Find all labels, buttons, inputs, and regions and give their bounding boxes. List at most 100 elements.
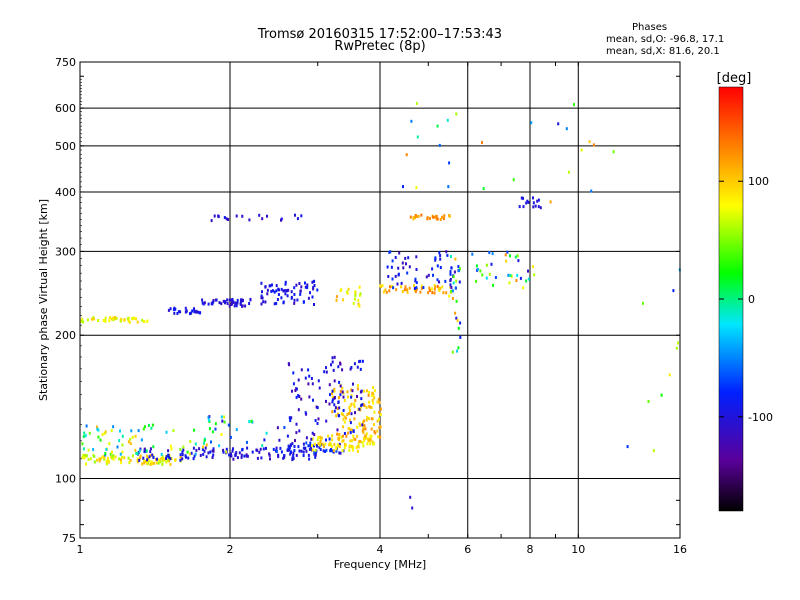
data-point (131, 317, 134, 321)
data-point (413, 288, 416, 292)
data-point (176, 312, 179, 315)
data-point (422, 286, 425, 289)
data-point (148, 459, 151, 463)
data-point (536, 199, 539, 203)
data-point (359, 359, 362, 363)
data-point (398, 251, 401, 255)
data-point (246, 454, 249, 458)
data-point (134, 434, 137, 438)
data-point (532, 201, 535, 205)
data-point (165, 460, 168, 464)
data-point (290, 290, 293, 294)
data-point (368, 417, 370, 421)
data-point (127, 319, 130, 323)
data-point (262, 447, 265, 451)
colorbar-tick-label: -100 (748, 411, 773, 424)
data-point (450, 286, 453, 290)
data-point (317, 442, 320, 446)
data-point (333, 389, 336, 393)
data-point (276, 298, 279, 301)
data-point (336, 432, 339, 436)
data-point (81, 442, 84, 446)
data-point (557, 122, 560, 126)
data-point (143, 461, 146, 465)
data-point (220, 415, 223, 419)
data-point (256, 456, 259, 460)
data-point (269, 457, 271, 461)
data-point (173, 306, 176, 310)
data-point (510, 274, 513, 278)
data-point (329, 393, 331, 397)
data-point (455, 299, 458, 303)
data-point (304, 281, 306, 285)
data-point (268, 452, 271, 456)
data-point (300, 368, 303, 372)
data-point (362, 444, 365, 448)
data-point (434, 285, 436, 289)
data-point (165, 430, 168, 434)
data-point (366, 442, 369, 446)
data-point (504, 253, 507, 257)
data-point (356, 425, 359, 429)
data-point (311, 431, 314, 435)
chart-title: Tromsø 20160315 17:52:00–17:53:43 RwPret… (230, 27, 530, 54)
data-point (433, 291, 436, 295)
data-point (147, 456, 149, 460)
data-point (431, 267, 434, 271)
data-point (203, 301, 206, 305)
data-point (234, 301, 237, 305)
data-point (310, 446, 312, 450)
data-point (349, 421, 352, 425)
data-point (336, 443, 339, 447)
data-point (295, 283, 298, 287)
data-point (193, 310, 196, 314)
data-point (304, 285, 307, 289)
data-point (235, 428, 238, 432)
data-point (313, 444, 315, 448)
data-point (331, 410, 334, 414)
data-point (359, 423, 362, 427)
data-point (266, 214, 268, 218)
data-point (120, 317, 123, 321)
data-point (433, 215, 436, 219)
data-point (283, 454, 286, 457)
data-point (105, 462, 108, 466)
data-point (179, 453, 182, 457)
data-point (261, 217, 264, 221)
data-point (338, 433, 341, 436)
data-point (337, 365, 340, 369)
data-point (369, 434, 372, 438)
data-point (359, 390, 362, 394)
data-point (369, 405, 372, 409)
data-point (318, 445, 321, 449)
data-point (364, 434, 367, 438)
data-point (146, 319, 149, 323)
data-point (284, 282, 287, 286)
data-point (337, 437, 340, 441)
data-point (439, 218, 442, 221)
data-point (475, 279, 478, 283)
data-point (447, 185, 450, 189)
data-point (143, 425, 146, 429)
data-point (150, 460, 153, 464)
data-point (348, 418, 351, 422)
data-point (235, 304, 238, 308)
data-point (417, 214, 420, 218)
data-point (121, 443, 124, 447)
data-point (165, 455, 168, 459)
data-point (88, 431, 91, 435)
data-point (328, 443, 331, 447)
data-point (114, 316, 116, 320)
data-point (378, 410, 381, 414)
phase-stats: Phases mean, sd,O: -96.8, 17.1 mean, sd,… (606, 22, 724, 58)
data-point (104, 319, 107, 323)
data-point (101, 455, 104, 459)
data-point (515, 279, 518, 282)
data-point (354, 437, 357, 441)
data-point (428, 286, 431, 290)
data-point (314, 455, 317, 459)
data-point (507, 273, 510, 277)
data-point (160, 457, 163, 461)
data-point (112, 457, 115, 461)
data-point (302, 450, 305, 454)
